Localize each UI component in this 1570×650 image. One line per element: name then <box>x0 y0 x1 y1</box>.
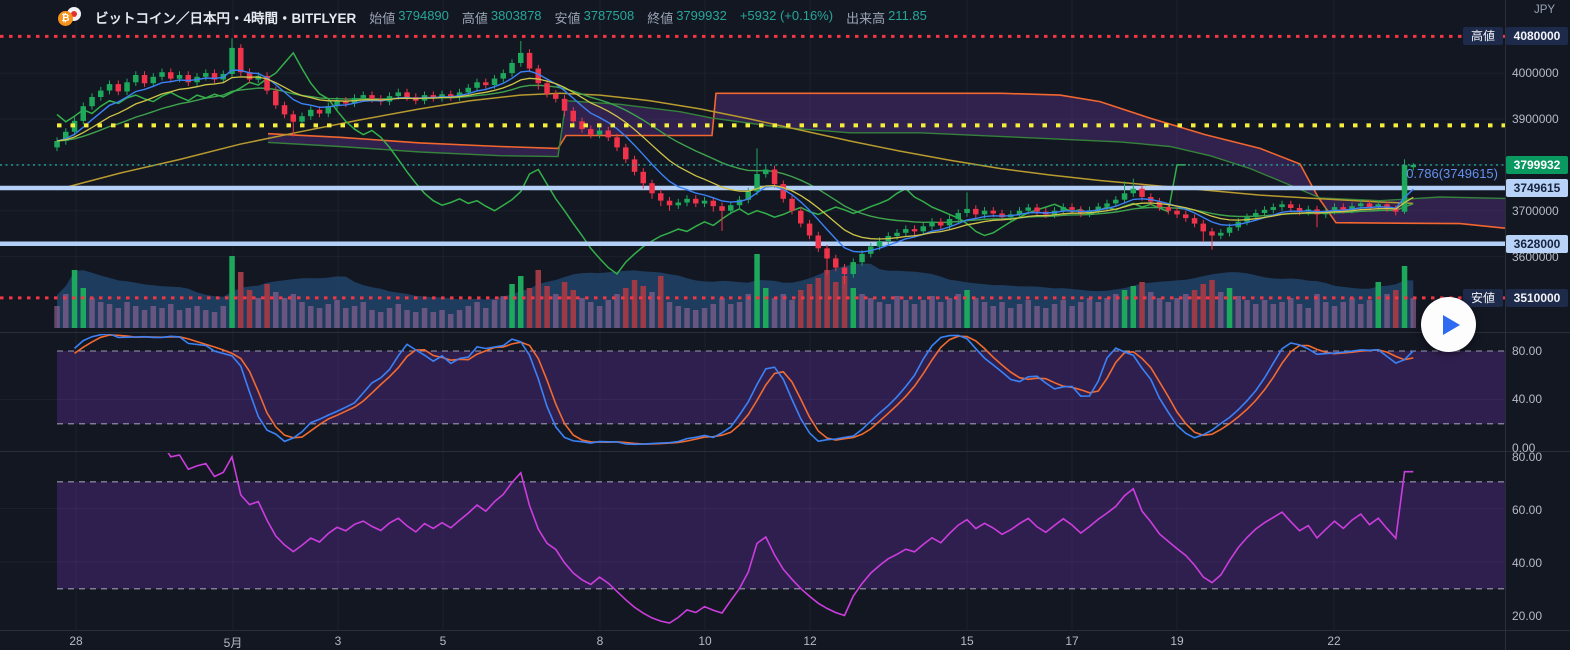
time-tick-label: 15 <box>960 634 974 648</box>
symbol-title: ビットコイン／日本円・4時間・BITFLYER <box>95 11 357 26</box>
ohlc-field: 高値 3803878 <box>461 7 542 26</box>
indicator-axis-label: 80.00 <box>1512 344 1543 358</box>
fib-level-label: 0.786(3749615) <box>1406 165 1498 181</box>
ohlc-field: 安値 3787508 <box>554 7 635 26</box>
indicator-axis-label: 40.00 <box>1512 556 1543 570</box>
time-tick-label: 3 <box>334 634 342 648</box>
time-tick-label: 28 <box>69 634 83 648</box>
time-tick-label: 22 <box>1327 634 1341 648</box>
indicator-axis-label: 80.00 <box>1512 450 1543 464</box>
indicator-axis-label: 0.00 <box>1512 441 1536 455</box>
ohlc-fields: 始値 3794890 高値 3803878 安値 3787508 終値 3799932 +593… <box>369 8 927 27</box>
time-tick-label: 5 <box>439 634 447 648</box>
price-side-label: 安値 <box>1463 288 1503 307</box>
price-axis-label: 4000000 <box>1512 66 1559 81</box>
symbol-header: ₿ ビットコイン／日本円・4時間・BITFLYER 始値 3794890 高値 380… <box>58 7 927 27</box>
time-tick-label: 12 <box>803 634 817 648</box>
ohlc-field: 始値 3794890 <box>369 7 449 26</box>
price-badge: 3749615 <box>1506 178 1568 197</box>
currency-label: JPY <box>1534 4 1556 16</box>
time-tick-label: 5月 <box>223 636 243 650</box>
time-axis-border <box>0 630 1570 631</box>
price-side-label: 高値 <box>1463 27 1503 46</box>
price-badge: 3799932 <box>1506 155 1568 174</box>
ohlc-field: +5932 (+0.16%) <box>739 7 834 23</box>
play-button[interactable] <box>1421 297 1476 352</box>
time-tick-label: 19 <box>1170 634 1184 648</box>
price-badge: 3510000 <box>1506 288 1568 307</box>
price-axis-label: 3900000 <box>1512 112 1559 126</box>
price-axis-label: 3600000 <box>1512 249 1559 264</box>
ohlc-field: 終値 3799932 <box>647 7 727 26</box>
indicator-axis-label: 60.00 <box>1512 503 1543 517</box>
price-axis-border <box>1505 0 1506 650</box>
price-badge: 3628000 <box>1506 234 1568 253</box>
indicator-axis-label: 40.00 <box>1512 392 1543 406</box>
time-tick-label: 17 <box>1065 634 1079 648</box>
price-axis-label: 3700000 <box>1512 203 1559 218</box>
play-icon <box>1442 314 1460 335</box>
time-tick-label: 8 <box>596 634 604 648</box>
btc-jpy-pair-icon: ₿ <box>58 7 82 27</box>
bitcoin-icon: ₿ <box>58 11 73 26</box>
ohlc-field: 出来高 211.85 <box>846 7 927 26</box>
indicator-axis-label: 20.00 <box>1512 609 1543 623</box>
time-tick-label: 10 <box>698 634 712 648</box>
price-badge: 4080000 <box>1506 27 1568 46</box>
